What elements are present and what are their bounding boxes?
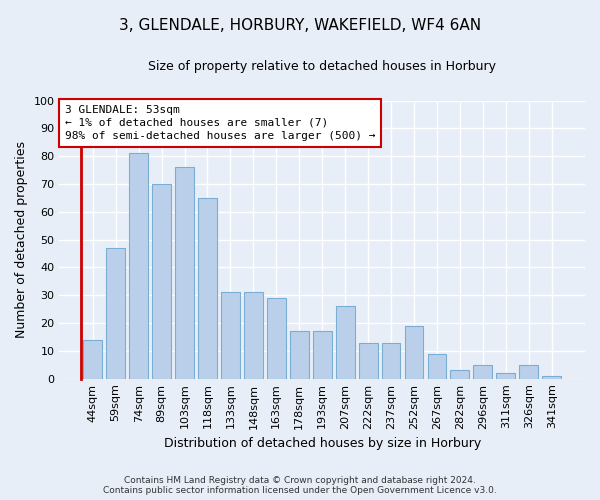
X-axis label: Distribution of detached houses by size in Horbury: Distribution of detached houses by size … — [164, 437, 481, 450]
Bar — [404, 326, 424, 378]
Bar — [244, 292, 263, 378]
Bar — [313, 332, 332, 378]
Bar — [129, 154, 148, 378]
Bar — [152, 184, 171, 378]
Text: 3, GLENDALE, HORBURY, WAKEFIELD, WF4 6AN: 3, GLENDALE, HORBURY, WAKEFIELD, WF4 6AN — [119, 18, 481, 32]
Bar — [290, 332, 308, 378]
Bar — [83, 340, 102, 378]
Bar — [451, 370, 469, 378]
Y-axis label: Number of detached properties: Number of detached properties — [15, 141, 28, 338]
Text: 3 GLENDALE: 53sqm
← 1% of detached houses are smaller (7)
98% of semi-detached h: 3 GLENDALE: 53sqm ← 1% of detached house… — [65, 104, 375, 141]
Bar — [267, 298, 286, 378]
Bar — [221, 292, 240, 378]
Bar — [473, 365, 492, 378]
Bar — [382, 342, 400, 378]
Bar — [359, 342, 377, 378]
Bar — [496, 373, 515, 378]
Bar — [336, 306, 355, 378]
Bar — [198, 198, 217, 378]
Bar — [520, 365, 538, 378]
Bar — [175, 168, 194, 378]
Bar — [428, 354, 446, 378]
Title: Size of property relative to detached houses in Horbury: Size of property relative to detached ho… — [148, 60, 496, 73]
Text: Contains HM Land Registry data © Crown copyright and database right 2024.
Contai: Contains HM Land Registry data © Crown c… — [103, 476, 497, 495]
Bar — [106, 248, 125, 378]
Bar — [542, 376, 561, 378]
